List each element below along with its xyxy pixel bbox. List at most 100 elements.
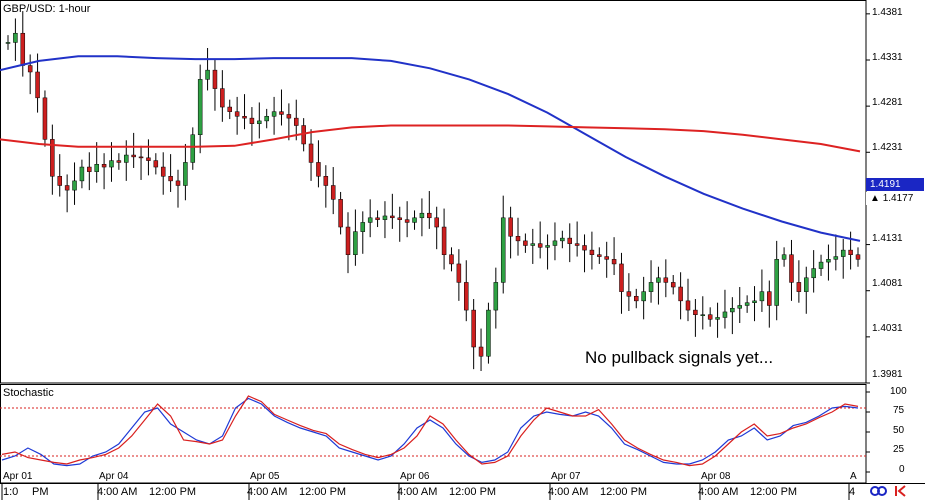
candle-down	[227, 106, 232, 112]
candle-up	[72, 180, 77, 191]
candle-down	[168, 176, 173, 182]
time-label: 12:00 PM	[449, 486, 497, 498]
candle-up	[648, 282, 654, 292]
candle-down	[567, 237, 572, 244]
candle-down	[789, 254, 794, 283]
candle-down	[20, 32, 26, 66]
candle-down	[330, 185, 336, 200]
moving-average-red	[0, 124, 861, 153]
candle-up	[840, 249, 846, 257]
candle-up	[205, 69, 210, 80]
candle-up	[545, 245, 550, 248]
candle-down	[604, 256, 609, 260]
time-label: 12:00 PM	[299, 486, 347, 498]
candle-down	[449, 254, 454, 265]
candle-down	[87, 166, 92, 172]
candle-up	[818, 261, 824, 269]
candle-up	[486, 309, 491, 357]
candle-up	[804, 277, 809, 292]
triangle-up-icon: ▲	[870, 193, 880, 204]
candle-down	[678, 286, 683, 302]
time-label: 12:00 PM	[149, 486, 197, 498]
price-tick: 1.4281	[872, 97, 903, 108]
candle-down	[471, 309, 476, 348]
candle-down	[345, 226, 351, 255]
candle-down	[441, 226, 447, 255]
candle-down	[375, 217, 380, 220]
price-tick: 1.4231	[872, 142, 903, 153]
candle-up	[781, 254, 787, 260]
stochastic-k-line	[1, 397, 859, 467]
moving-average-blue	[0, 55, 861, 242]
candle-up	[79, 166, 85, 182]
candle-up	[360, 222, 366, 232]
candle-down	[242, 116, 247, 119]
candle-up	[493, 282, 499, 311]
candle-down	[515, 236, 521, 242]
candle-down	[508, 217, 513, 237]
price-tick: 1.4331	[872, 52, 903, 63]
candle-down	[390, 215, 395, 219]
candle-up	[730, 307, 735, 313]
candle-down	[35, 71, 40, 99]
last-price-tag: ▲ 1.4177	[866, 192, 924, 205]
candle-up	[752, 300, 757, 303]
candle-up	[833, 256, 839, 260]
candle-down	[634, 295, 639, 302]
time-label: 4:00 AM	[97, 486, 138, 498]
time-label: 4:00 AM	[247, 486, 288, 498]
candle-down	[582, 245, 587, 251]
last-price-value: 1.4177	[882, 193, 914, 204]
candle-up	[271, 111, 277, 117]
price-tick: 1.3981	[872, 369, 903, 380]
scroll-to-start-icon[interactable]	[893, 484, 909, 498]
candle-down	[397, 217, 402, 220]
candle-up	[382, 215, 388, 220]
date-label: Apr 07	[551, 471, 581, 482]
candle-up	[774, 259, 779, 306]
annotation-text: No pullback signals yet...	[585, 348, 774, 367]
candle-down	[796, 282, 802, 292]
candle-down	[131, 154, 136, 158]
stochastic-d-line	[1, 395, 859, 467]
candle-down	[220, 88, 225, 108]
time-label: 12:00 PM	[750, 486, 798, 498]
candle-down	[537, 243, 543, 248]
stochastic-panel-frame	[0, 384, 867, 484]
candle-up	[759, 291, 765, 302]
candle-down	[670, 282, 676, 288]
candle-up	[257, 120, 262, 124]
price-tick: 1.4381	[872, 7, 903, 18]
candle-down	[523, 240, 528, 246]
candle-up	[264, 116, 269, 122]
candle-down	[404, 219, 410, 223]
candle-up	[5, 42, 11, 44]
candle-up	[744, 302, 750, 306]
link-icon[interactable]	[868, 484, 890, 498]
indicator-title: Stochastic	[3, 387, 54, 399]
candle-down	[685, 300, 691, 311]
candle-up	[412, 217, 417, 223]
candle-down	[456, 263, 462, 283]
candle-down	[249, 117, 255, 124]
candle-up	[190, 134, 196, 163]
candle-down	[767, 291, 772, 306]
candle-up	[183, 162, 188, 186]
candle-down	[42, 97, 48, 140]
candle-down	[286, 114, 292, 119]
candle-up	[419, 212, 425, 219]
candle-down	[160, 166, 166, 177]
candle-down	[619, 263, 624, 292]
candle-down	[279, 111, 284, 115]
candle-down	[338, 199, 343, 228]
candle-down	[589, 249, 595, 255]
candle-up	[722, 311, 728, 318]
candle-down	[116, 160, 122, 163]
candle-up	[700, 314, 706, 316]
candle-down	[27, 65, 33, 73]
chart-title: GBP/USD: 1-hour	[3, 3, 91, 15]
date-label: Apr 06	[400, 471, 430, 482]
time-label: 12:00 PM	[600, 486, 648, 498]
